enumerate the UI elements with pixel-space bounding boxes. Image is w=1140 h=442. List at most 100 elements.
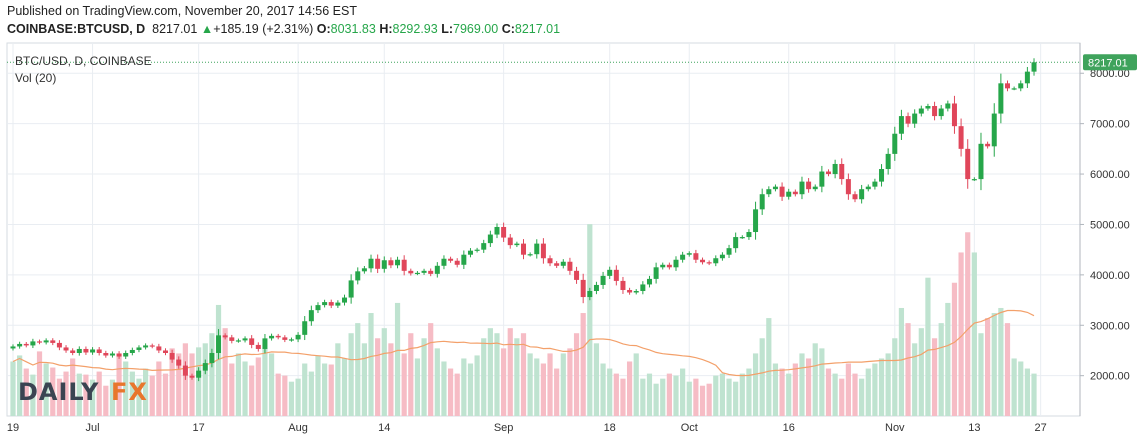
candle-body	[799, 181, 805, 195]
time-tick-label: 13	[968, 422, 980, 434]
volume-bar	[792, 363, 798, 416]
candle-body	[143, 345, 149, 348]
volume-bar	[985, 318, 991, 416]
candle-body	[912, 113, 918, 124]
price-tick-label: 4000.00	[1090, 270, 1130, 282]
candle-body	[262, 338, 268, 349]
candle-body	[222, 335, 228, 338]
volume-bar	[733, 381, 739, 416]
candle-body	[766, 189, 772, 195]
candle-body	[812, 186, 818, 190]
time-tick-label: Sep	[494, 422, 514, 434]
price-tick-label: 7000.00	[1090, 119, 1130, 131]
volume-bar	[799, 353, 805, 416]
candle-body	[315, 305, 321, 311]
candle-body	[792, 191, 798, 195]
candle-body	[560, 261, 566, 266]
volume-bar	[825, 368, 832, 416]
volume-bar	[467, 363, 474, 416]
candle-body	[288, 339, 294, 341]
candle-body	[779, 186, 785, 197]
candle-body	[355, 271, 361, 281]
dailyfx-logo: DAILY FX	[18, 378, 147, 406]
volume-bar	[613, 373, 619, 416]
time-axis: 19 Jul 17 Aug 14 Sep 18 Oct 16 Nov 13 27	[7, 422, 1047, 434]
candle-body	[879, 169, 885, 182]
volume-bar	[196, 347, 202, 416]
volume-bar	[375, 338, 381, 416]
candle-body	[342, 297, 347, 303]
candle-body	[395, 259, 401, 266]
volume-bar	[520, 333, 527, 416]
candle-body	[295, 334, 301, 340]
low-label: L:	[441, 22, 454, 36]
candle-body	[282, 337, 288, 340]
price-tick-label: 6000.00	[1090, 169, 1130, 181]
volume-bar	[76, 373, 82, 416]
volume-bar	[249, 365, 255, 416]
volume-bar	[494, 333, 500, 416]
candle-body	[1011, 88, 1017, 90]
volume-bar	[434, 348, 440, 416]
volume-bar	[275, 373, 281, 416]
volume-bar	[752, 353, 759, 416]
low-value: 7969.00	[453, 22, 499, 36]
candle-body	[646, 278, 652, 285]
volume-bar	[149, 375, 155, 416]
volume-bar	[143, 368, 149, 416]
volume-bar	[547, 353, 553, 416]
volume-bar	[355, 323, 361, 416]
candle-body	[574, 270, 580, 280]
candle-body	[1031, 62, 1037, 72]
volume-bar	[607, 368, 613, 416]
volume-bars	[10, 224, 1037, 416]
candle-body	[872, 181, 878, 187]
candle-body	[600, 275, 606, 285]
candle-body	[328, 302, 334, 306]
volume-bar	[109, 379, 116, 416]
volume-bar	[560, 353, 566, 416]
candle-body	[865, 186, 871, 190]
volume-bar	[209, 333, 215, 416]
candle-body	[454, 260, 460, 265]
candle-body	[136, 347, 142, 350]
volume-bar	[779, 368, 785, 416]
volume-bar	[646, 373, 653, 416]
volume-bar	[229, 363, 235, 416]
volume-bar	[381, 328, 387, 416]
volume-bar	[573, 333, 580, 416]
candle-body	[514, 243, 520, 246]
candle-body	[401, 259, 407, 271]
candle-body	[832, 163, 838, 175]
candle-body	[441, 258, 447, 266]
volume-bar	[487, 328, 493, 416]
candle-body	[474, 249, 480, 251]
candle-body	[249, 338, 255, 345]
volume-bar	[1018, 361, 1024, 416]
volume-bar	[481, 338, 487, 416]
volume-bar	[23, 368, 29, 416]
volume-bar	[859, 378, 865, 416]
candle-body	[693, 253, 699, 260]
volume-bar	[587, 224, 593, 416]
volume-bar	[10, 361, 16, 416]
candle-body	[149, 345, 155, 347]
candle-body	[103, 352, 109, 356]
volume-bar	[43, 363, 49, 416]
volume-bar	[878, 358, 885, 416]
candle-body	[958, 126, 964, 149]
volume-bar	[361, 343, 367, 416]
up-arrow-icon: ▲	[200, 22, 214, 36]
volume-bar	[202, 343, 208, 416]
volume-bar	[1024, 368, 1030, 416]
candle-body	[1018, 83, 1024, 89]
volume-bar	[1031, 373, 1037, 416]
candle-body	[653, 267, 659, 279]
candle-body	[613, 269, 619, 281]
candle-body	[388, 260, 394, 266]
candle-body	[83, 348, 89, 353]
candle-body	[156, 346, 162, 351]
candle-body	[580, 279, 586, 298]
volume-bar	[123, 361, 129, 416]
